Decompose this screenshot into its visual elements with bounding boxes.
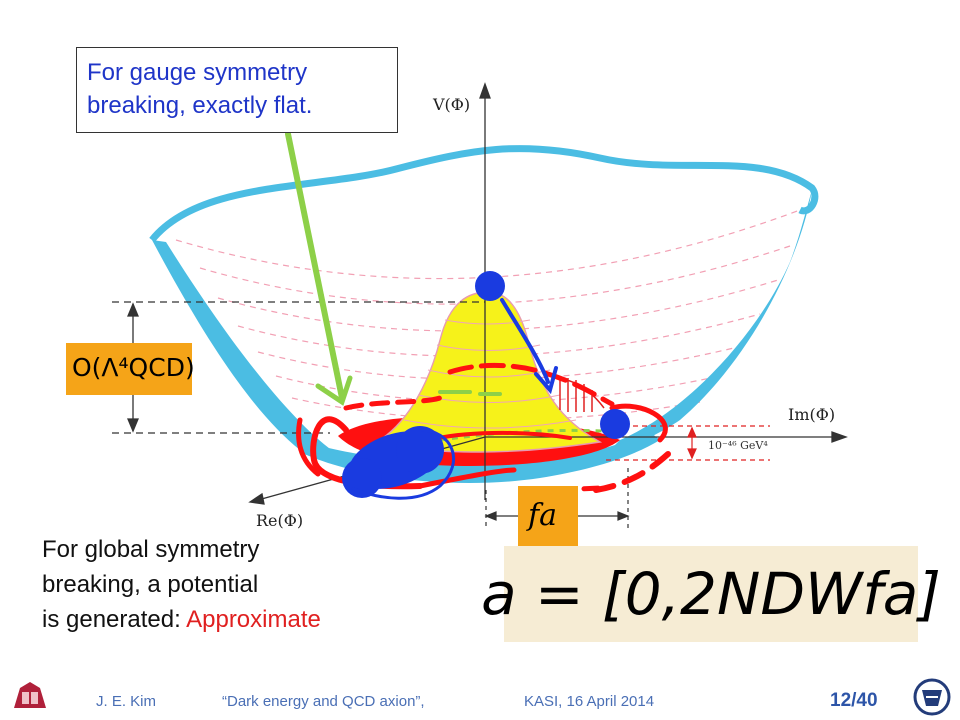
footer-title: “Dark energy and QCD axion”, bbox=[222, 693, 425, 710]
axion-range-formula: a = [0,2NDWfa] bbox=[481, 546, 941, 642]
re-axis-label: Re(Φ) bbox=[256, 511, 303, 530]
left-university-logo bbox=[14, 682, 46, 708]
gauge-note-line2: breaking, exactly flat. bbox=[87, 92, 313, 119]
global-note-line2: breaking, a potential bbox=[42, 571, 259, 598]
roll-down-arrow bbox=[500, 298, 550, 384]
fa-box: fa bbox=[518, 486, 578, 546]
bowl-left-wall bbox=[152, 240, 355, 466]
right-institute-logo bbox=[913, 678, 951, 716]
energy-scale-label: 10⁻⁴⁶ GeV⁴ bbox=[708, 439, 768, 452]
gauge-note-line1: For gauge symmetry bbox=[87, 59, 308, 86]
axion-markers bbox=[342, 271, 630, 500]
approximate-highlight: Approximate bbox=[186, 606, 321, 633]
footer-author: J. E. Kim bbox=[96, 693, 157, 710]
v-axis-label: V(Φ) bbox=[432, 95, 470, 114]
footer-venue: KASI, 16 April 2014 bbox=[524, 693, 655, 710]
formula-text: a = [0,2NDWfa] bbox=[481, 560, 941, 628]
page-number: 12/40 bbox=[830, 690, 878, 711]
global-note-line1: For global symmetry bbox=[42, 536, 260, 563]
top-vacuum-marker bbox=[475, 271, 505, 301]
lambda-qcd-label: O(Λ⁴QCD) bbox=[72, 353, 195, 382]
lambda-qcd-box: O(Λ⁴QCD) bbox=[66, 343, 195, 395]
green-arrow bbox=[285, 131, 621, 442]
global-symmetry-note: For global symmetry breaking, a potentia… bbox=[42, 532, 321, 637]
level-guides bbox=[112, 301, 485, 434]
bowl-back-rim bbox=[149, 145, 819, 243]
energy-scale-guide bbox=[606, 425, 770, 461]
gauge-symmetry-note: For gauge symmetry breaking, exactly fla… bbox=[76, 47, 398, 133]
right-vacuum-marker bbox=[600, 409, 630, 439]
fa-label: fa bbox=[528, 498, 557, 533]
im-axis-label: Im(Φ) bbox=[788, 405, 835, 424]
global-note-line3: is generated: Approximate bbox=[42, 606, 321, 633]
